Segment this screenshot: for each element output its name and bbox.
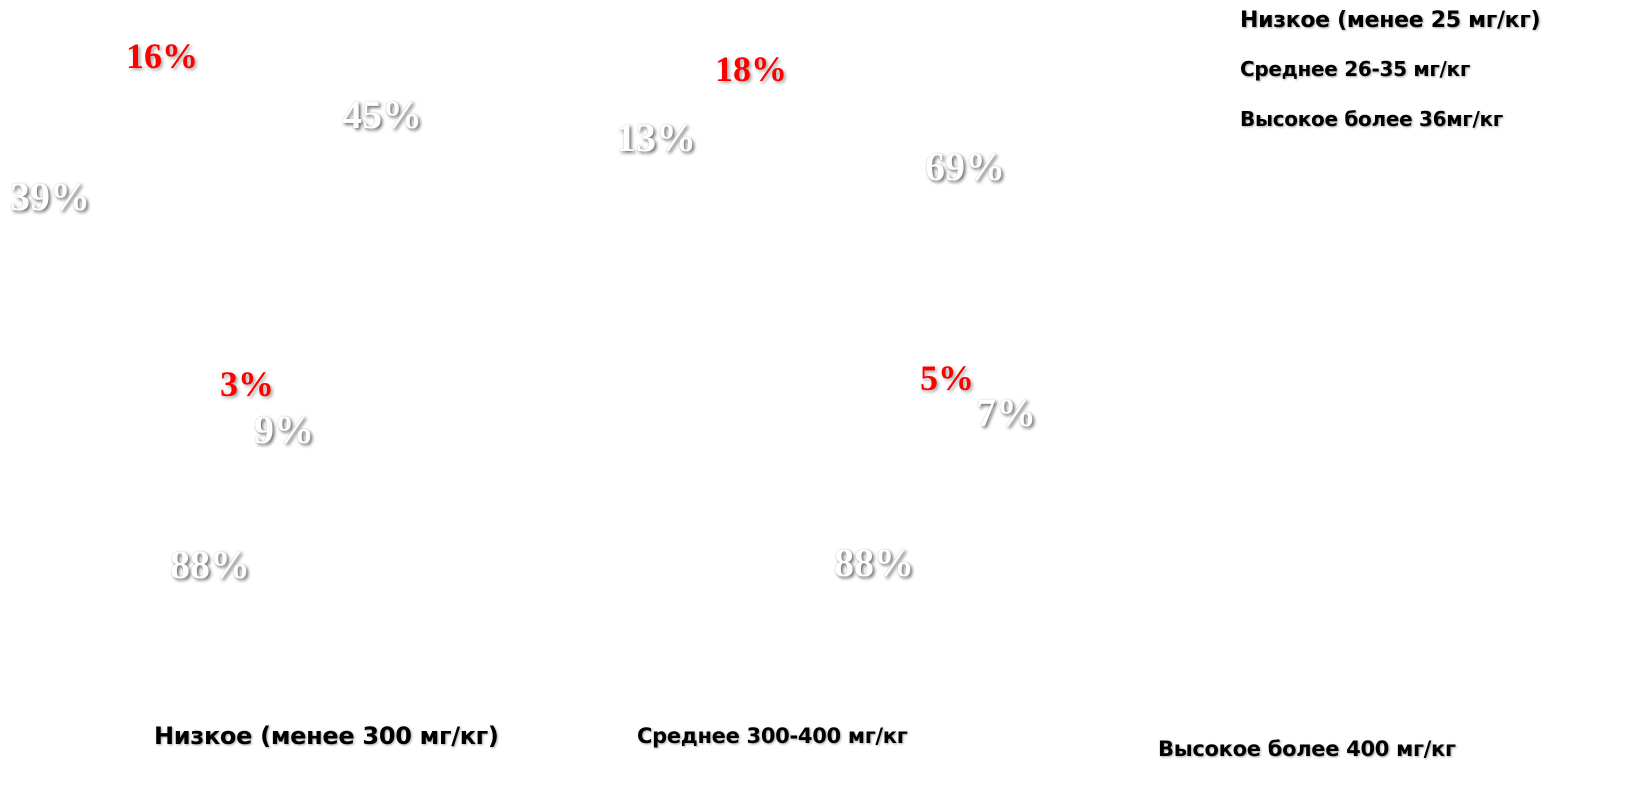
pie4-mid-label: 7% <box>976 390 1036 435</box>
category-label-high: Высокое более 400 мг/кг <box>1158 737 1456 761</box>
pie4-low-label: 88% <box>834 540 914 585</box>
pie2-high-label: 18% <box>715 49 787 89</box>
legend-item-high: Высокое более 36мг/кг <box>1240 107 1503 131</box>
legend-item-low: Низкое (менее 25 мг/кг) <box>1240 8 1541 33</box>
pie1-mid-label: 45% <box>342 92 422 137</box>
category-label-low: Низкое (менее 300 мг/кг) <box>154 722 499 750</box>
pie3-low-label: 88% <box>170 542 250 587</box>
chart-legend: Низкое (менее 25 мг/кг) Среднее 26-35 мг… <box>1240 8 1541 131</box>
pie1-high-label: 16% <box>126 36 198 76</box>
pie3-mid-label: 9% <box>254 407 314 452</box>
pie3-high-label: 3% <box>220 364 274 404</box>
pie1-low-label: 39% <box>10 174 90 219</box>
legend-item-medium: Среднее 26-35 мг/кг <box>1240 57 1470 81</box>
pie2-low-label: 13% <box>616 115 696 160</box>
category-label-medium: Среднее 300-400 мг/кг <box>637 724 908 748</box>
pie4-high-label: 5% <box>920 358 974 398</box>
pie2-mid-label: 69% <box>925 144 1005 189</box>
